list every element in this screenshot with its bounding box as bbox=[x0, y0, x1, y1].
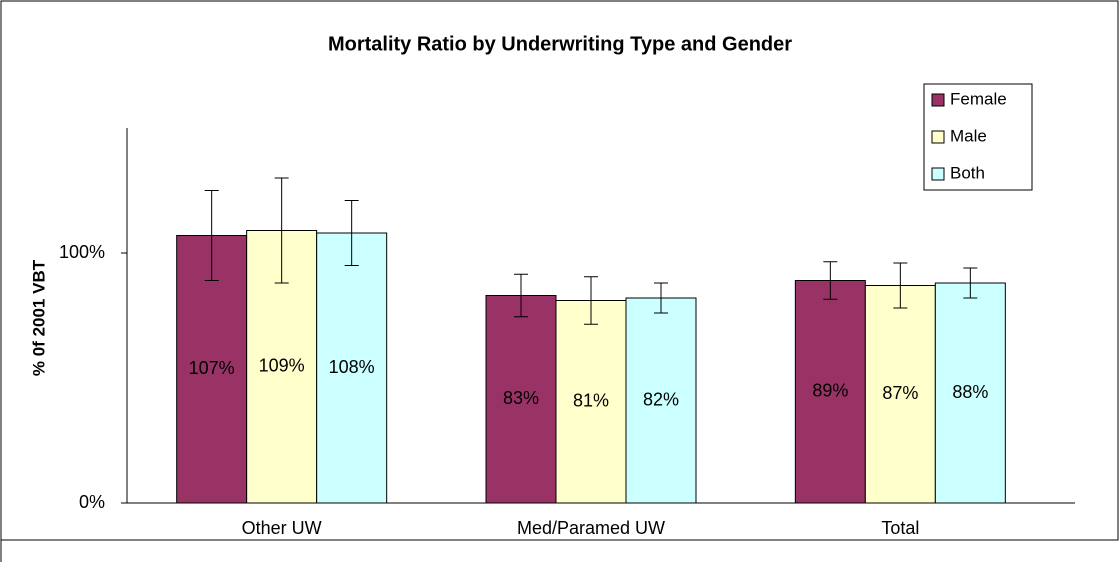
y-tick-label: 0% bbox=[79, 492, 105, 512]
y-tick-label: 100% bbox=[59, 242, 105, 262]
x-tick-label: Other UW bbox=[242, 518, 322, 538]
bar bbox=[485, 295, 557, 504]
y-axis-label: % 0f 2001 VBT bbox=[29, 259, 48, 376]
legend-swatch bbox=[931, 130, 945, 144]
x-tick-label: Total bbox=[881, 518, 919, 538]
data-label: 107% bbox=[189, 358, 235, 378]
bar bbox=[316, 232, 388, 504]
bar bbox=[176, 235, 248, 504]
data-label: 83% bbox=[503, 388, 539, 408]
legend-label: Female bbox=[950, 89, 1007, 108]
x-tick-label: Med/Paramed UW bbox=[517, 518, 665, 538]
data-label: 82% bbox=[643, 389, 679, 409]
data-label: 108% bbox=[329, 357, 375, 377]
data-label: 109% bbox=[259, 356, 305, 376]
legend-swatch bbox=[931, 93, 945, 107]
legend-label: Both bbox=[950, 163, 985, 182]
bar bbox=[625, 297, 697, 504]
bar bbox=[555, 300, 627, 504]
bar bbox=[794, 280, 866, 504]
data-label: 88% bbox=[952, 382, 988, 402]
bar bbox=[934, 282, 1006, 504]
legend-label: Male bbox=[950, 126, 987, 145]
legend-swatch bbox=[931, 167, 945, 181]
data-label: 81% bbox=[573, 391, 609, 411]
data-label: 87% bbox=[882, 383, 918, 403]
bar bbox=[864, 285, 936, 504]
data-label: 89% bbox=[812, 381, 848, 401]
chart-title: Mortality Ratio by Underwriting Type and… bbox=[328, 33, 792, 55]
